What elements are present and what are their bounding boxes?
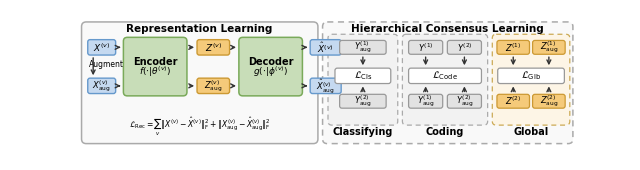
Text: $Y_{\mathrm{aug}}^{(2)}$: $Y_{\mathrm{aug}}^{(2)}$ xyxy=(456,94,473,109)
FancyBboxPatch shape xyxy=(340,40,386,54)
Text: $Z^{(v)}$: $Z^{(v)}$ xyxy=(205,41,222,54)
Text: $Y^{(1)}$: $Y^{(1)}$ xyxy=(418,41,433,54)
FancyBboxPatch shape xyxy=(197,40,230,55)
Text: Encoder: Encoder xyxy=(133,57,177,67)
Text: $Z_{\mathrm{aug}}^{(1)}$: $Z_{\mathrm{aug}}^{(1)}$ xyxy=(540,40,558,55)
FancyBboxPatch shape xyxy=(310,40,341,55)
FancyBboxPatch shape xyxy=(447,94,481,108)
Text: $\mathcal{L}_{\mathrm{Rec}} = \sum_{v} \| X^{(v)} - \hat{X}^{(v)} \|_{\mathrm{F}: $\mathcal{L}_{\mathrm{Rec}} = \sum_{v} \… xyxy=(129,115,270,138)
FancyBboxPatch shape xyxy=(323,22,573,144)
Text: $\hat{X}^{(v)}$: $\hat{X}^{(v)}$ xyxy=(317,40,334,55)
FancyBboxPatch shape xyxy=(335,68,391,83)
Text: $X^{(v)}$: $X^{(v)}$ xyxy=(93,41,111,54)
FancyBboxPatch shape xyxy=(532,94,565,108)
Text: Coding: Coding xyxy=(426,127,464,137)
Text: $Z_{\mathrm{aug}}^{(2)}$: $Z_{\mathrm{aug}}^{(2)}$ xyxy=(540,94,558,109)
Text: $Z^{(2)}$: $Z^{(2)}$ xyxy=(505,95,522,107)
Text: $Y_{\mathrm{aug}}^{(2)}$: $Y_{\mathrm{aug}}^{(2)}$ xyxy=(354,94,372,109)
FancyBboxPatch shape xyxy=(328,34,397,125)
FancyBboxPatch shape xyxy=(403,34,488,125)
FancyBboxPatch shape xyxy=(124,37,187,96)
FancyBboxPatch shape xyxy=(88,78,116,94)
FancyBboxPatch shape xyxy=(408,94,443,108)
FancyBboxPatch shape xyxy=(81,22,318,144)
FancyBboxPatch shape xyxy=(88,40,116,55)
FancyBboxPatch shape xyxy=(497,94,529,108)
Text: $Z^{(1)}$: $Z^{(1)}$ xyxy=(505,41,522,54)
FancyBboxPatch shape xyxy=(239,37,303,96)
Text: $Z_{\mathrm{aug}}^{(v)}$: $Z_{\mathrm{aug}}^{(v)}$ xyxy=(204,78,223,94)
Text: Augment: Augment xyxy=(88,60,124,69)
Text: $Y_{\mathrm{aug}}^{(1)}$: $Y_{\mathrm{aug}}^{(1)}$ xyxy=(354,40,372,55)
Text: Global: Global xyxy=(513,127,548,137)
Text: Decoder: Decoder xyxy=(248,57,293,67)
FancyBboxPatch shape xyxy=(492,34,570,125)
Text: $\mathcal{L}_{\mathrm{Glb}}$: $\mathcal{L}_{\mathrm{Glb}}$ xyxy=(521,69,541,82)
Text: $f(\cdot|\theta^{(v)})$: $f(\cdot|\theta^{(v)})$ xyxy=(139,65,172,79)
Text: Hierarchical Consensus Learning: Hierarchical Consensus Learning xyxy=(351,24,544,34)
Text: $\mathcal{L}_{\mathrm{Cls}}$: $\mathcal{L}_{\mathrm{Cls}}$ xyxy=(353,69,372,82)
Text: $Y^{(2)}$: $Y^{(2)}$ xyxy=(456,41,472,54)
FancyBboxPatch shape xyxy=(408,40,443,54)
Text: $\hat{X}_{\mathrm{aug}}^{(v)}$: $\hat{X}_{\mathrm{aug}}^{(v)}$ xyxy=(316,77,335,95)
FancyBboxPatch shape xyxy=(497,40,529,54)
FancyBboxPatch shape xyxy=(447,40,481,54)
Text: Representation Learning: Representation Learning xyxy=(126,24,273,34)
Text: $g(\cdot|\phi^{(v)})$: $g(\cdot|\phi^{(v)})$ xyxy=(253,65,289,79)
FancyBboxPatch shape xyxy=(498,68,564,83)
FancyBboxPatch shape xyxy=(310,78,341,94)
FancyBboxPatch shape xyxy=(197,78,230,94)
FancyBboxPatch shape xyxy=(340,94,386,108)
Text: $\mathcal{L}_{\mathrm{Code}}$: $\mathcal{L}_{\mathrm{Code}}$ xyxy=(432,69,458,82)
Text: $Y_{\mathrm{aug}}^{(1)}$: $Y_{\mathrm{aug}}^{(1)}$ xyxy=(417,94,435,109)
Text: $X_{\mathrm{aug}}^{(v)}$: $X_{\mathrm{aug}}^{(v)}$ xyxy=(92,78,111,94)
Text: Classifying: Classifying xyxy=(333,127,393,137)
FancyBboxPatch shape xyxy=(532,40,565,54)
FancyBboxPatch shape xyxy=(408,68,481,83)
